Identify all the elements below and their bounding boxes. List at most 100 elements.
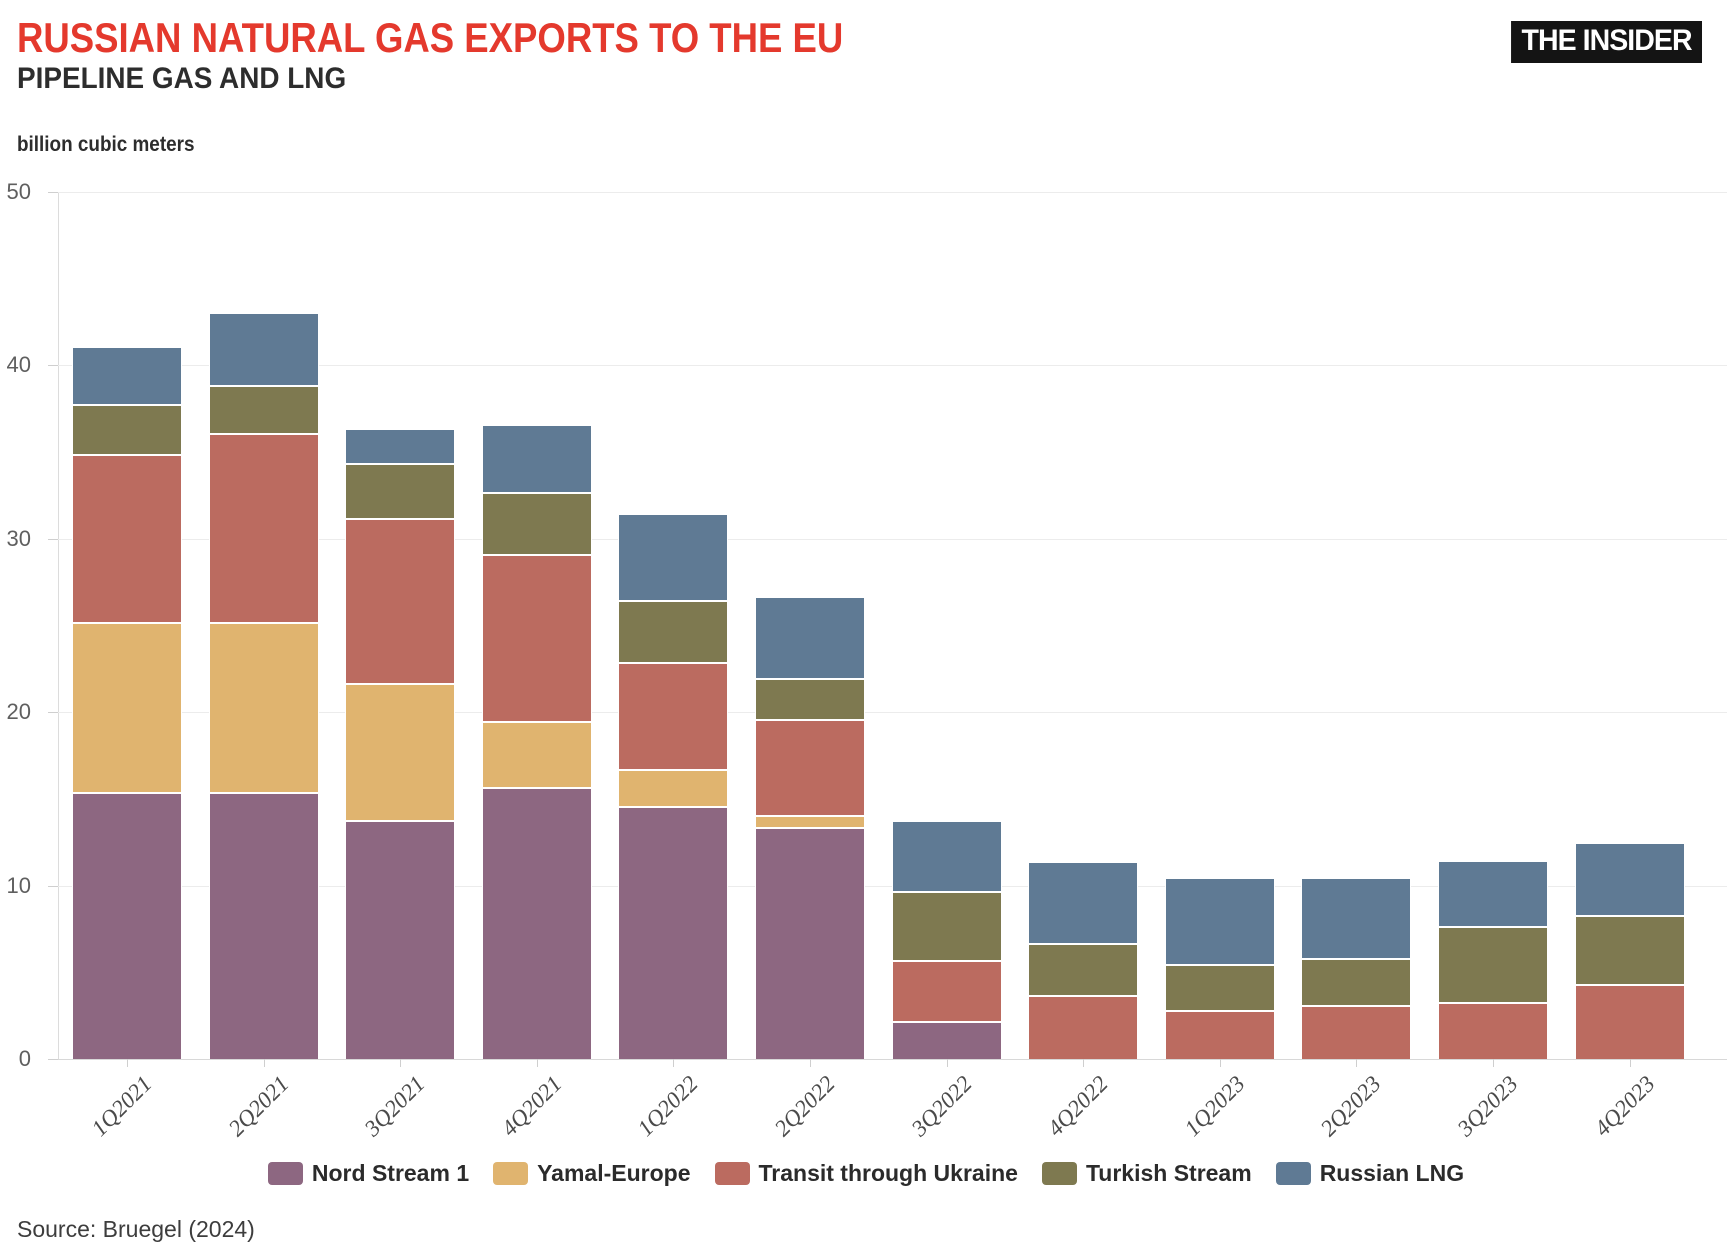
bar-segment-russian-lng xyxy=(208,311,319,385)
legend: Nord Stream 1 Yamal-Europe Transit through… xyxy=(0,1160,1732,1187)
legend-item-nord-stream-1: Nord Stream 1 xyxy=(267,1160,470,1187)
bar-segment-turkish-stream xyxy=(618,599,729,662)
bar-segment-russian-lng xyxy=(1164,876,1275,964)
x-tick-mark xyxy=(946,1059,948,1067)
legend-swatch-turkish-stream xyxy=(1041,1162,1077,1185)
bar-segment-yamal-europe xyxy=(345,682,456,820)
bar-segment-turkish-stream xyxy=(755,677,865,720)
bar-segment-turkish-stream xyxy=(1164,963,1275,1011)
bar-segment-yamal-europe xyxy=(72,622,182,792)
bar-segment-transit-through-ukraine xyxy=(345,518,456,683)
bar-3q2022 xyxy=(891,819,1002,1059)
bar-segment-turkish-stream xyxy=(208,384,319,434)
bar-segment-nord-stream-1 xyxy=(72,791,182,1059)
bar-segment-transit-through-ukraine xyxy=(1574,984,1685,1059)
legend-label: Nord Stream 1 xyxy=(311,1160,470,1186)
bar-segment-nord-stream-1 xyxy=(618,805,729,1059)
legend-item-turkish-stream: Turkish Stream xyxy=(1041,1160,1252,1187)
bar-segment-transit-through-ukraine xyxy=(1028,994,1139,1059)
bar-segment-transit-through-ukraine xyxy=(618,661,729,770)
bar-segment-russian-lng xyxy=(1301,876,1412,959)
bar-1q2023 xyxy=(1164,876,1275,1059)
y-tick-mark xyxy=(48,365,58,367)
bar-segment-russian-lng xyxy=(1438,859,1548,926)
bar-segment-yamal-europe xyxy=(618,769,729,806)
legend-label: Turkish Stream xyxy=(1085,1160,1252,1186)
bar-segment-yamal-europe xyxy=(208,622,319,792)
x-tick-mark xyxy=(263,1059,265,1067)
bar-segment-turkish-stream xyxy=(1574,915,1685,985)
plot-area: 0 10 20 30 40 50 1Q2021 2Q2021 3Q2021 4Q2021 1Q202… xyxy=(7,179,1727,1141)
bar-3q2021 xyxy=(345,427,456,1059)
y-tick-label-10: 10 xyxy=(6,872,31,898)
bar-4q2023 xyxy=(1574,842,1685,1059)
y-tick-label-50: 50 xyxy=(6,179,31,204)
bar-2q2021 xyxy=(208,311,319,1059)
bar-segment-transit-through-ukraine xyxy=(891,960,1002,1021)
x-tick-mark xyxy=(1083,1059,1085,1067)
x-tick-mark xyxy=(673,1059,675,1067)
bar-segment-transit-through-ukraine xyxy=(208,433,319,623)
y-tick-mark xyxy=(48,1059,58,1060)
x-tick-mark xyxy=(127,1059,128,1067)
y-tick-mark xyxy=(48,885,58,887)
bar-segment-transit-through-ukraine xyxy=(481,554,592,721)
bar-3q2023 xyxy=(1438,859,1548,1059)
bar-4q2021 xyxy=(481,424,592,1059)
bar-2q2022 xyxy=(755,596,865,1059)
legend-item-russian-lng: Russian LNG xyxy=(1275,1160,1465,1187)
legend-swatch-yamal-europe xyxy=(493,1162,529,1185)
page-subtitle: PIPELINE GAS AND LNG xyxy=(17,62,347,95)
bar-4q2022 xyxy=(1028,861,1139,1059)
bar-segment-russian-lng xyxy=(1574,842,1685,916)
bar-segment-yamal-europe xyxy=(755,814,865,827)
bar-1q2022 xyxy=(618,512,729,1059)
bar-segment-transit-through-ukraine xyxy=(1301,1005,1412,1059)
bar-segment-russian-lng xyxy=(755,596,865,678)
bar-segment-russian-lng xyxy=(481,424,592,492)
bar-segment-turkish-stream xyxy=(891,890,1002,961)
bar-segment-transit-through-ukraine xyxy=(755,719,865,815)
y-tick-mark xyxy=(48,538,58,540)
bar-segment-turkish-stream xyxy=(345,462,456,519)
y-tick-mark xyxy=(48,192,58,193)
bar-segment-russian-lng xyxy=(618,512,729,600)
y-tick-mark xyxy=(48,712,58,714)
legend-label: Russian LNG xyxy=(1319,1160,1465,1186)
x-tick-mark xyxy=(400,1059,402,1067)
bar-segment-nord-stream-1 xyxy=(755,826,865,1059)
bar-1q2021 xyxy=(72,346,182,1059)
gridline-0 xyxy=(58,1059,1727,1060)
x-tick-mark xyxy=(536,1059,538,1067)
bar-segment-turkish-stream xyxy=(1438,925,1548,1002)
legend-label: Transit through Ukraine xyxy=(758,1160,1018,1186)
bar-segment-yamal-europe xyxy=(481,720,592,787)
bar-segment-transit-through-ukraine xyxy=(1164,1010,1275,1059)
gridline-20 xyxy=(58,712,1727,714)
legend-label: Yamal-Europe xyxy=(537,1160,691,1186)
bar-segment-turkish-stream xyxy=(1301,958,1412,1006)
bar-segment-russian-lng xyxy=(1028,861,1139,943)
x-tick-mark xyxy=(1493,1059,1494,1067)
gridline-40 xyxy=(58,365,1727,367)
bar-segment-turkish-stream xyxy=(481,492,592,555)
gridline-50 xyxy=(58,192,1727,193)
bar-segment-transit-through-ukraine xyxy=(1438,1001,1548,1059)
bar-segment-nord-stream-1 xyxy=(891,1020,1002,1059)
bar-segment-russian-lng xyxy=(72,346,182,404)
the-insider-logo: THE INSIDER xyxy=(1511,21,1702,63)
x-tick-mark xyxy=(1629,1059,1631,1067)
bar-segment-russian-lng xyxy=(891,819,1002,891)
y-tick-label-40: 40 xyxy=(6,352,31,378)
y-axis-title: billion cubic meters xyxy=(17,133,195,156)
y-tick-label-20: 20 xyxy=(6,699,31,725)
bar-segment-russian-lng xyxy=(345,427,456,463)
bar-segment-nord-stream-1 xyxy=(481,786,592,1059)
bar-segment-nord-stream-1 xyxy=(345,819,456,1059)
legend-swatch-nord-stream-1 xyxy=(267,1162,303,1185)
page-title: RUSSIAN NATURAL GAS EXPORTS TO THE EU xyxy=(17,14,844,61)
legend-item-yamal-europe: Yamal-Europe xyxy=(493,1160,691,1187)
bar-segment-transit-through-ukraine xyxy=(72,453,182,623)
legend-item-transit-through-ukraine: Transit through Ukraine xyxy=(714,1160,1018,1187)
source-note: Source: Bruegel (2024) xyxy=(17,1216,255,1242)
